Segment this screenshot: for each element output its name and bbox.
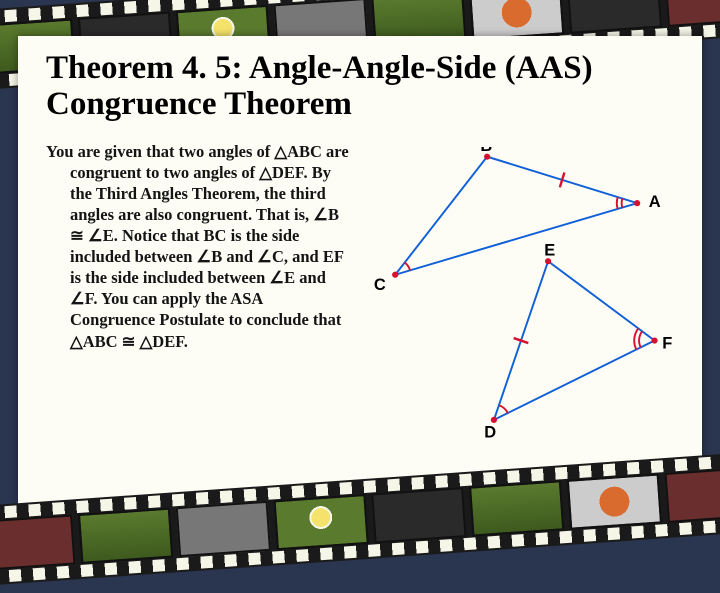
- svg-text:C: C: [374, 276, 386, 294]
- svg-text:F: F: [662, 334, 672, 352]
- slide-page: Theorem 4. 5: Angle-Angle-Side (AAS) Con…: [18, 36, 702, 504]
- svg-text:E: E: [544, 241, 555, 259]
- film-frame: [469, 0, 564, 41]
- slide-content: You are given that two angles of △ABC ar…: [46, 141, 674, 441]
- slide-title: Theorem 4. 5: Angle-Angle-Side (AAS) Con…: [46, 50, 674, 123]
- svg-text:B: B: [480, 147, 492, 155]
- triangles-diagram: A B C D E F: [361, 147, 681, 447]
- svg-text:A: A: [649, 193, 661, 211]
- film-frame: [274, 494, 369, 550]
- film-frame: [371, 487, 466, 543]
- svg-text:D: D: [484, 423, 496, 441]
- film-frame: [78, 508, 173, 564]
- film-frame: [0, 514, 75, 570]
- film-frame: [469, 480, 564, 536]
- film-frame: [567, 0, 662, 34]
- film-frame: [176, 501, 271, 557]
- film-frame: [567, 473, 662, 529]
- body-text: You are given that two angles of △ABC ar…: [46, 141, 351, 352]
- figure-column: A B C D E F: [361, 141, 674, 441]
- body-text-column: You are given that two angles of △ABC ar…: [46, 141, 351, 441]
- film-frame: [665, 467, 720, 523]
- film-frame: [665, 0, 720, 27]
